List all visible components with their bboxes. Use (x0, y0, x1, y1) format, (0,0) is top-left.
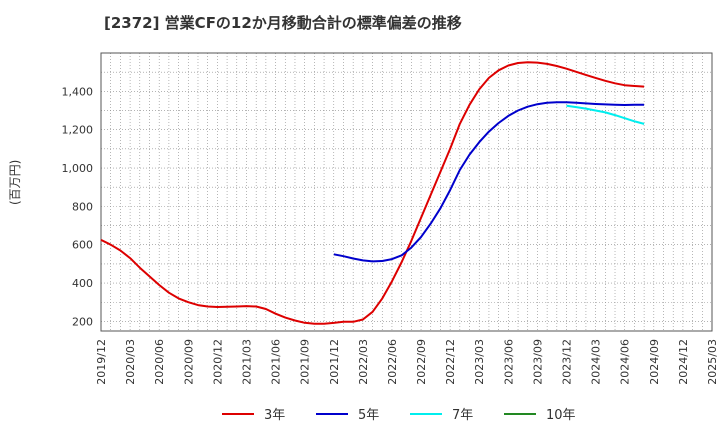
series-line-7年 (566, 104, 645, 125)
legend-label: 5年 (358, 408, 379, 423)
y-tick-label: 1,000 (62, 162, 94, 175)
x-tick-label: 2025/03 (706, 339, 719, 385)
x-tick-label: 2022/03 (357, 339, 370, 385)
x-tick-label: 2021/03 (240, 339, 253, 385)
x-tick-label: 2020/06 (153, 339, 166, 385)
legend-label: 10年 (546, 408, 576, 423)
x-tick-label: 2023/12 (561, 339, 574, 385)
plot-frame (100, 52, 713, 332)
x-tick-label: 2022/06 (386, 339, 399, 385)
chart-title: [2372] 営業CFの12か月移動合計の標準偏差の推移 (104, 14, 462, 32)
legend-label: 3年 (264, 408, 285, 423)
y-tick-labels: 200 400 600 800 1,000 1,200 1,400 (62, 85, 94, 328)
y-tick-label: 400 (72, 277, 93, 290)
x-tick-label: 2024/03 (590, 339, 603, 385)
x-tick-label: 2024/12 (677, 339, 690, 385)
x-tick-label: 2024/09 (648, 339, 661, 385)
y-tick-label: 800 (72, 200, 93, 213)
series-layer (100, 61, 645, 325)
series-line-3年 (100, 61, 645, 325)
x-tick-label: 2019/12 (95, 339, 108, 385)
x-tick-label: 2020/09 (182, 339, 195, 385)
y-tick-label: 1,200 (62, 124, 94, 137)
x-tick-label: 2022/09 (415, 339, 428, 385)
x-tick-label: 2021/09 (299, 339, 312, 385)
x-tick-labels: 2019/12 2020/03 2020/06 2020/09 2020/12 2021/… (95, 339, 719, 385)
x-tick-label: 2020/12 (211, 339, 224, 385)
x-tick-label: 2023/06 (502, 339, 515, 385)
x-tick-label: 2023/09 (531, 339, 544, 385)
x-tick-label: 2021/12 (328, 339, 341, 385)
x-tick-label: 2023/03 (473, 339, 486, 385)
y-tick-label: 600 (72, 239, 93, 252)
legend-label: 7年 (452, 408, 473, 423)
x-tick-label: 2022/12 (444, 339, 457, 385)
grid-layer (101, 53, 712, 331)
x-tick-label: 2020/03 (124, 339, 137, 385)
legend: 3年 5年 7年 10年 (222, 408, 576, 423)
y-tick-label: 1,400 (62, 85, 94, 98)
y-tick-label: 200 (72, 315, 93, 328)
series-line-5年 (333, 101, 645, 263)
x-tick-label: 2021/06 (270, 339, 283, 385)
x-tick-label: 2024/06 (619, 339, 632, 385)
